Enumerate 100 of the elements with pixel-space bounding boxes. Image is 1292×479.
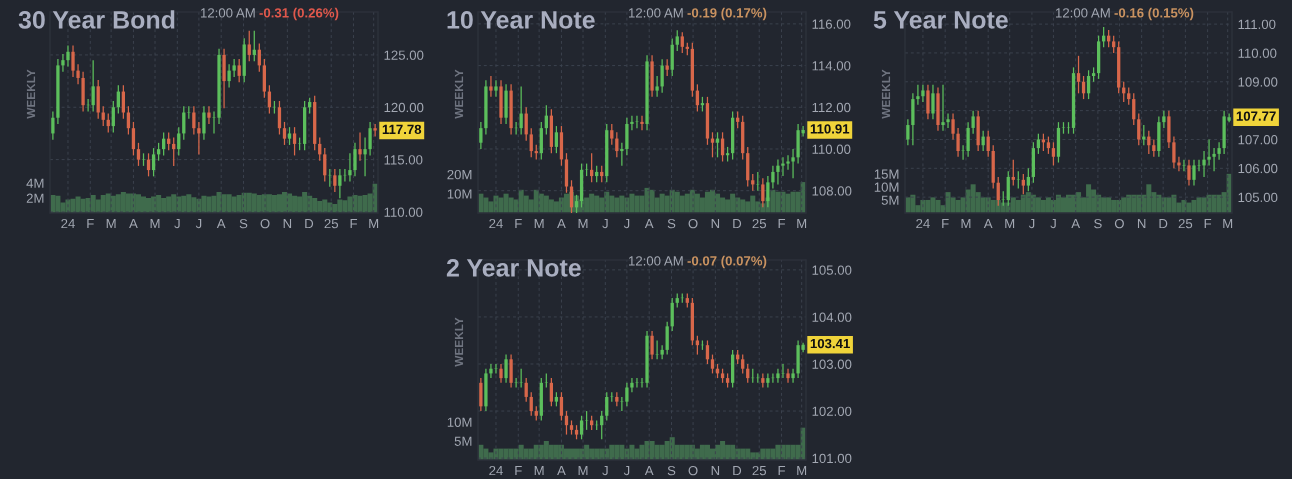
annotation: 110.91	[810, 124, 850, 134]
x-tick-label: M	[961, 219, 971, 229]
annotation: 12:00 AM	[629, 256, 683, 266]
y2-tick-label: 5M	[454, 436, 472, 446]
x-tick-label: O	[688, 465, 698, 476]
x-tick-label: M	[369, 219, 379, 229]
text: WEEKLY	[454, 317, 464, 367]
text: WEEKLY	[454, 69, 464, 119]
x-tick-label: S	[1094, 218, 1102, 229]
chart-title: 2 Year Note	[446, 259, 581, 277]
y2-tick-label: 2M	[26, 193, 44, 203]
annotation: 117.78	[382, 124, 422, 135]
x-tick-label: A	[983, 219, 993, 229]
y-tick-label: 112.00	[812, 102, 851, 113]
x-tick-label: F	[1204, 219, 1212, 229]
y-tick-label: 101.00	[812, 453, 852, 464]
annotation: 12:00 AM	[629, 8, 683, 18]
x-tick-label: F	[778, 219, 786, 229]
y-tick-label: 116.00	[812, 19, 851, 29]
x-tick-label: A	[644, 219, 654, 229]
annotation: 103.41	[810, 338, 850, 349]
x-tick-label: A	[644, 466, 654, 476]
x-tick-label: J	[1050, 219, 1056, 229]
annotation: -0.07 (0.07%)	[687, 255, 767, 269]
y-tick-label: 106.00	[1238, 163, 1278, 174]
x-tick-label: 25	[752, 218, 767, 229]
y-tick-label: 108.00	[812, 186, 852, 196]
x-tick-label: F	[942, 219, 949, 229]
x-tick-label: A	[557, 219, 566, 229]
y2-tick-label: 10M	[447, 417, 472, 427]
x-tick-label: M	[1005, 219, 1015, 229]
x-tick-label: D	[305, 219, 314, 229]
x-tick-label: N	[711, 219, 720, 229]
text: WEEKLY	[881, 69, 891, 119]
x-tick-label: A	[557, 466, 566, 476]
annotation: -0.19 (0.17%)	[687, 7, 767, 21]
x-tick-label: J	[623, 466, 630, 476]
x-tick-label: J	[1028, 219, 1035, 229]
x-tick-label: S	[667, 465, 676, 476]
x-tick-label: A	[129, 219, 138, 229]
y-tick-label: 109.00	[1238, 77, 1278, 87]
x-tick-label: 25	[752, 465, 767, 476]
y-tick-label: 104.00	[812, 312, 852, 322]
x-tick-label: J	[174, 219, 180, 229]
chart-title: 10 Year Note	[447, 11, 595, 29]
y-tick-label: 103.00	[812, 359, 852, 369]
x-tick-label: 24	[916, 218, 930, 229]
chart-title: 30 Year Bond	[18, 10, 175, 29]
annotation: 107.77	[1236, 111, 1276, 121]
x-tick-label: 24	[61, 218, 75, 229]
y2-tick-label: 15M	[874, 169, 899, 179]
x-tick-label: N	[1137, 219, 1146, 229]
x-tick-label: F	[515, 466, 522, 476]
chart-title: 5 Year Note	[873, 11, 1008, 29]
x-tick-label: J	[602, 466, 608, 476]
x-tick-label: J	[195, 219, 202, 229]
x-tick-label: M	[534, 466, 544, 476]
x-tick-label: S	[239, 218, 248, 229]
x-tick-label: M	[150, 219, 160, 229]
x-tick-label: F	[515, 219, 522, 229]
x-tick-label: M	[1223, 219, 1233, 229]
x-tick-label: O	[1114, 218, 1124, 229]
x-tick-label: F	[778, 466, 786, 476]
annotation: 12:00 AM	[1056, 8, 1110, 18]
y-tick-label: 105.00	[1238, 192, 1278, 203]
y-tick-label: 114.00	[812, 61, 851, 71]
x-tick-label: M	[578, 219, 588, 229]
y-tick-label: 110.00	[384, 207, 423, 217]
y2-tick-label: 10M	[874, 182, 899, 192]
y-tick-label: 125.00	[384, 50, 424, 60]
x-tick-label: A	[1071, 219, 1081, 229]
x-tick-label: J	[602, 219, 608, 229]
x-tick-label: 25	[1178, 218, 1193, 229]
y-tick-label: 110.00	[812, 144, 851, 154]
x-tick-label: N	[283, 219, 292, 229]
x-tick-label: O	[688, 218, 698, 229]
x-tick-label: 24	[489, 465, 503, 476]
y-tick-label: 110.00	[1238, 48, 1277, 58]
x-tick-label: M	[797, 219, 807, 229]
x-tick-label: A	[216, 219, 226, 229]
annotation: 12:00 AM	[201, 8, 255, 18]
annotation: -0.31 (0.26%)	[259, 7, 339, 21]
x-tick-label: 25	[324, 218, 339, 229]
y-tick-label: 115.00	[384, 155, 423, 165]
y-tick-label: 102.00	[812, 406, 852, 416]
y-tick-label: 105.00	[812, 265, 852, 275]
x-tick-label: D	[733, 466, 742, 476]
x-tick-label: M	[534, 219, 544, 229]
x-tick-label: 24	[489, 218, 503, 229]
x-tick-label: F	[87, 219, 94, 229]
x-tick-label: M	[797, 466, 807, 476]
y-tick-label: 120.00	[384, 102, 424, 113]
x-tick-label: M	[578, 466, 588, 476]
y-tick-label: 107.00	[1238, 135, 1278, 145]
x-tick-label: N	[711, 466, 720, 476]
y-tick-label: 111.00	[1238, 19, 1276, 30]
x-tick-label: D	[733, 219, 742, 229]
x-tick-label: F	[350, 219, 358, 229]
x-tick-label: O	[260, 218, 270, 229]
y2-tick-label: 5M	[881, 195, 899, 205]
